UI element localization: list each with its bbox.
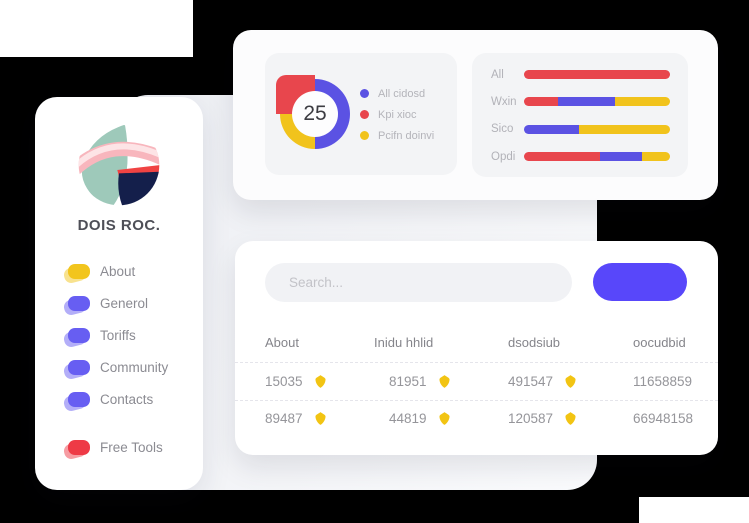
legend-item: All cidosd (360, 83, 434, 104)
table-cell: 66948158 (633, 411, 693, 426)
bar-segment (524, 152, 600, 162)
decor-rect-top-left (0, 0, 193, 57)
bar-segment (557, 97, 615, 107)
donut-center-value: 25 (292, 91, 338, 137)
cell-value: 120587 (508, 411, 554, 427)
legend-dot-icon (360, 131, 369, 140)
menu-blob-icon (68, 295, 90, 311)
table-body: 15035 81951 491547 11658859 89487 44819 120587… (235, 362, 718, 437)
sidebar-item-free-tools[interactable]: Free Tools (35, 431, 203, 463)
sidebar-item-about[interactable]: About (35, 255, 203, 287)
table-header-row: About Inidu hhlid dsodsiub oocudbid (235, 322, 718, 362)
sidebar: DOIS ROC. About Generol Toriffs Community Co… (35, 97, 203, 490)
legend-item: Kpi xioc (360, 104, 434, 125)
search-input[interactable] (265, 263, 572, 302)
bar-segment (642, 152, 670, 162)
bar-segment (524, 70, 670, 80)
table-header-about: About (265, 334, 299, 350)
legend-label: Pcifn doinvi (378, 129, 435, 142)
table-card: About Inidu hhlid dsodsiub oocudbid 15035 81… (235, 241, 718, 455)
bar-segment (524, 124, 580, 134)
table-row: 89487 44819 120587 66948158 (235, 399, 718, 438)
bar-track (524, 70, 670, 80)
bar-track (524, 124, 670, 134)
menu-blob-icon (68, 359, 90, 375)
legend-dot-icon (360, 89, 369, 98)
bar-row-wxin: Wxin (472, 88, 688, 115)
menu-item-label: Free Tools (100, 439, 163, 455)
bar-row-sico: Sico (472, 116, 688, 143)
legend-dot-icon (360, 110, 369, 119)
bar-segment (599, 152, 643, 162)
badge-shield-icon (439, 374, 450, 388)
table-row: 15035 81951 491547 11658859 (235, 362, 718, 400)
logo (78, 124, 160, 206)
bar-label: Opdi (491, 150, 516, 163)
menu-blob-icon (68, 263, 90, 279)
table-cell: 120587 (508, 411, 633, 426)
menu-item-label: Contacts (100, 391, 154, 407)
table-cell: 44819 (374, 411, 508, 426)
legend-label: All cidosd (378, 87, 426, 100)
cell-value: 81951 (389, 373, 427, 389)
bar-label: All (491, 68, 504, 81)
brand-title: DOIS ROC. (77, 217, 161, 234)
cell-value: 11658859 (633, 373, 693, 389)
data-table: About Inidu hhlid dsodsiub oocudbid 15035 81… (235, 322, 718, 437)
table-header-inidu-hhlid: Inidu hhlid (374, 334, 434, 350)
table-cell: 491547 (508, 374, 633, 389)
badge-shield-icon (439, 412, 450, 426)
sidebar-item-generol[interactable]: Generol (35, 287, 203, 319)
cell-value: 44819 (389, 411, 427, 427)
menu-item-label: Toriffs (100, 327, 136, 343)
bar-track (524, 97, 670, 107)
legend-item: Pcifn doinvi (360, 125, 434, 146)
donut-legend: All cidosd Kpi xioc Pcifn doinvi (360, 83, 434, 146)
bar-label: Sico (491, 123, 514, 136)
bar-chart-panel: All Wxin Sico Opdi (472, 53, 688, 177)
menu-item-label: Generol (100, 295, 149, 311)
bar-row-all: All (472, 61, 688, 88)
sidebar-menu: About Generol Toriffs Community Contacts Free… (35, 255, 203, 463)
bar-row-opdi: Opdi (472, 143, 688, 170)
decor-rect-bottom-right (639, 497, 749, 523)
cell-value: 66948158 (633, 411, 694, 427)
table-header-oocudbid: oocudbid (633, 334, 686, 350)
table-cell: 15035 (265, 374, 374, 389)
bar-segment (524, 97, 558, 107)
menu-blob-icon (68, 391, 90, 407)
menu-blob-icon (68, 327, 90, 343)
table-cell: 89487 (265, 411, 374, 426)
bar-track (524, 152, 670, 162)
table-cell: 81951 (374, 374, 508, 389)
sidebar-item-toriffs[interactable]: Toriffs (35, 319, 203, 351)
donut-chart: 25 (276, 75, 350, 149)
cell-value: 89487 (265, 411, 303, 427)
badge-shield-icon (565, 412, 576, 426)
cell-value: 491547 (508, 373, 554, 389)
badge-shield-icon (315, 412, 326, 426)
bar-segment (579, 124, 670, 134)
badge-shield-icon (315, 374, 326, 388)
table-cell: 11658859 (633, 374, 692, 389)
menu-item-label: About (100, 263, 136, 279)
table-header-dsodsiub: dsodsiub (508, 334, 561, 350)
sidebar-item-community[interactable]: Community (35, 351, 203, 383)
stats-card: 25 All cidosd Kpi xioc Pcifn doinvi All Wxi… (233, 30, 718, 200)
sidebar-item-contacts[interactable]: Contacts (35, 383, 203, 415)
menu-blob-icon (68, 439, 90, 455)
donut-chart-panel: 25 All cidosd Kpi xioc Pcifn doinvi (265, 53, 457, 175)
legend-label: Kpi xioc (378, 108, 417, 121)
badge-shield-icon (565, 374, 576, 388)
bar-segment (614, 97, 670, 107)
menu-item-label: Community (100, 359, 169, 375)
bar-label: Wxin (491, 95, 517, 108)
cell-value: 15035 (265, 373, 303, 389)
primary-action-button[interactable] (593, 263, 687, 301)
